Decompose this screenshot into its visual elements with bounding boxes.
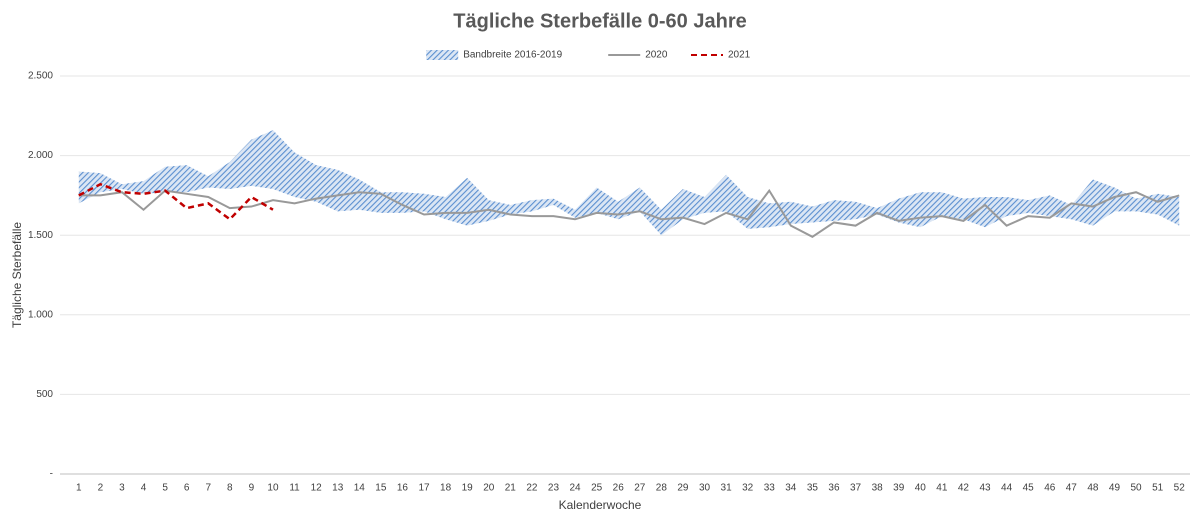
x-tick-label: 49 [1109, 483, 1121, 494]
x-tick-label: 23 [548, 483, 560, 494]
x-tick-label: 3 [119, 483, 125, 494]
x-tick-label: 11 [289, 483, 300, 494]
x-tick-label: 27 [634, 483, 646, 494]
y-tick-label: 1.000 [28, 309, 53, 320]
band-area [78, 130, 1180, 236]
x-tick-label: 16 [397, 483, 409, 494]
x-tick-label: 48 [1087, 483, 1099, 494]
x-tick-label: 34 [785, 483, 797, 494]
x-tick-label: 44 [1001, 483, 1013, 494]
x-tick-label: 10 [267, 483, 279, 494]
x-tick-label: 50 [1130, 483, 1142, 494]
y-tick-label: - [50, 469, 53, 480]
legend-label: 2021 [728, 50, 751, 61]
x-tick-label: 31 [721, 483, 733, 494]
series-line [78, 182, 274, 221]
x-tick-label: 14 [354, 483, 366, 494]
x-tick-label: 37 [850, 483, 862, 494]
x-tick-label: 17 [418, 483, 430, 494]
x-tick-label: 25 [591, 483, 603, 494]
x-tick-label: 19 [462, 483, 474, 494]
y-axis-label: Tägliche Sterbefälle [10, 222, 24, 328]
x-tick-label: 8 [227, 483, 233, 494]
x-tick-label: 41 [936, 483, 948, 494]
x-axis-label: Kalenderwoche [559, 498, 642, 512]
legend: Bandbreite 2016-2019 2020 2021 [426, 50, 751, 61]
x-tick-label: 5 [162, 483, 168, 494]
x-tick-label: 30 [699, 483, 711, 494]
x-tick-label: 51 [1152, 483, 1164, 494]
x-tick-label: 7 [205, 483, 211, 494]
x-tick-label: 45 [1023, 483, 1035, 494]
x-tick-label: 47 [1066, 483, 1078, 494]
x-tick-label: 1 [76, 483, 82, 494]
x-tick-label: 2 [98, 483, 104, 494]
x-tick-label: 52 [1174, 483, 1186, 494]
x-tick-label: 13 [332, 483, 344, 494]
x-tick-label: 9 [249, 483, 255, 494]
legend-label: 2020 [645, 50, 668, 61]
x-tick-label: 46 [1044, 483, 1056, 494]
x-tick-label: 20 [483, 483, 495, 494]
y-tick-label: 2.000 [28, 150, 53, 161]
x-tick-label: 40 [915, 483, 927, 494]
chart-title: Tägliche Sterbefälle 0-60 Jahre [453, 10, 746, 32]
x-tick-label: 35 [807, 483, 819, 494]
x-tick-label: 42 [958, 483, 970, 494]
x-tick-label: 22 [526, 483, 538, 494]
legend-swatch [426, 50, 459, 60]
x-tick-label: 38 [872, 483, 884, 494]
x-tick-label: 6 [184, 483, 190, 494]
x-tick-label: 29 [677, 483, 689, 494]
x-tick-label: 12 [311, 483, 323, 494]
legend-label: Bandbreite 2016-2019 [463, 50, 562, 61]
x-tick-label: 24 [569, 483, 581, 494]
x-tick-label: 18 [440, 483, 452, 494]
x-tick-label: 21 [505, 483, 517, 494]
x-tick-label: 4 [141, 483, 147, 494]
x-tick-label: 33 [764, 483, 776, 494]
x-tick-label: 43 [979, 483, 991, 494]
x-tick-label: 15 [375, 483, 387, 494]
x-tick-label: 26 [613, 483, 625, 494]
x-tick-label: 32 [742, 483, 754, 494]
y-tick-label: 500 [36, 389, 53, 400]
y-tick-label: 2.500 [28, 71, 53, 82]
x-tick-label: 28 [656, 483, 668, 494]
y-tick-label: 1.500 [28, 230, 53, 241]
x-tick-label: 36 [828, 483, 840, 494]
x-tick-label: 39 [893, 483, 905, 494]
